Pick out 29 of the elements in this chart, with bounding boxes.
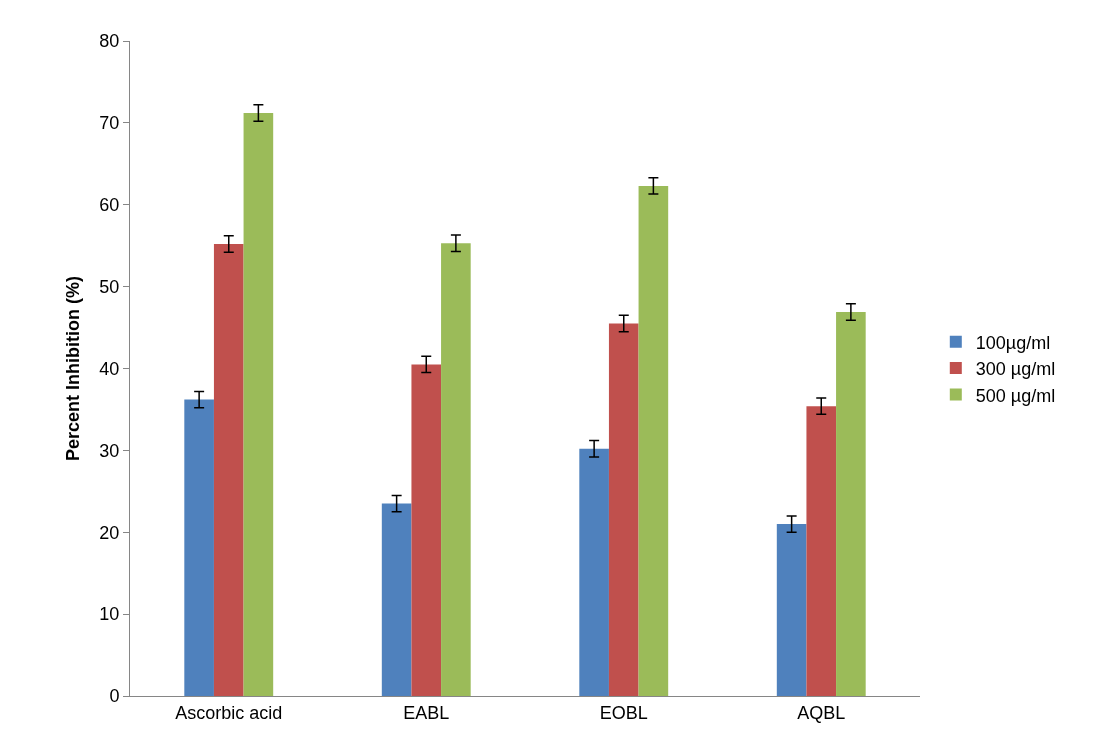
- legend-label: 100µg/ml: [975, 332, 1051, 353]
- bar: [608, 323, 639, 696]
- bar: [776, 524, 807, 696]
- bar: [441, 243, 471, 696]
- y-tick-label: 20: [99, 522, 120, 543]
- y-tick-label: 40: [99, 358, 120, 379]
- bar: [381, 503, 412, 696]
- x-tick-label: AQBL: [797, 702, 846, 723]
- bar: [806, 406, 837, 696]
- bar: [243, 113, 274, 696]
- y-axis-title: Percent Inhibition (%): [62, 275, 83, 462]
- y-tick-label: 0: [109, 686, 120, 707]
- bar: [184, 399, 214, 696]
- legend-label: 500 µg/ml: [975, 385, 1056, 406]
- x-tick-label: EOBL: [599, 702, 648, 723]
- bar: [836, 312, 866, 696]
- legend-label: 300 µg/ml: [975, 359, 1056, 380]
- bar: [638, 185, 669, 696]
- y-tick-label: 10: [99, 604, 120, 625]
- y-tick-label: 50: [99, 276, 120, 297]
- x-tick-label: Ascorbic acid: [175, 702, 283, 723]
- y-tick-label: 70: [99, 113, 120, 134]
- y-tick-label: 30: [99, 440, 120, 461]
- bar: [579, 448, 609, 696]
- y-tick-label: 80: [99, 31, 120, 52]
- bar: [411, 364, 442, 696]
- x-tick-label: EABL: [403, 702, 450, 723]
- bar: [213, 244, 244, 696]
- y-tick-label: 60: [99, 195, 120, 216]
